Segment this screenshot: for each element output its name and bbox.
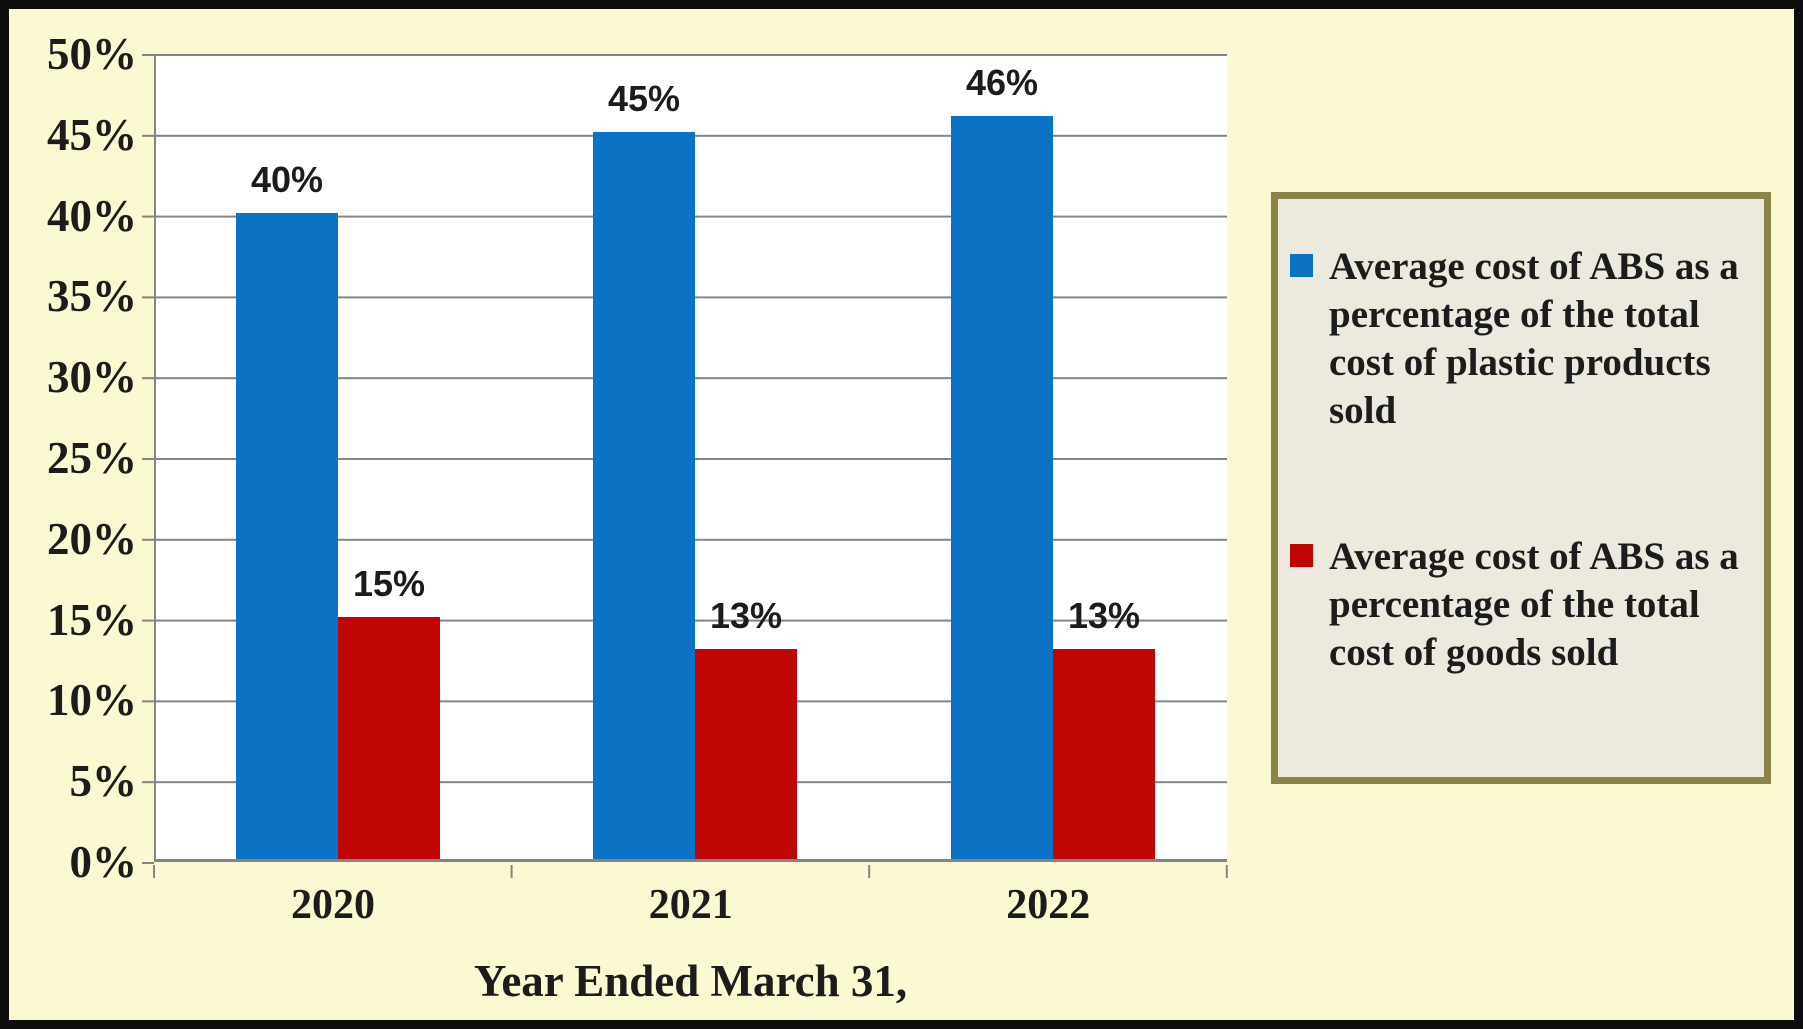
- y-tick-label: 15%: [47, 594, 137, 645]
- bar-goods-2021: 13%: [695, 595, 797, 859]
- y-tick-label: 40%: [47, 190, 137, 241]
- legend-entry-label: Average cost of ABS as a percentage of t…: [1329, 245, 1739, 432]
- bar-value-label: 46%: [965, 62, 1039, 103]
- y-axis-ticks: [142, 54, 154, 866]
- bar-goods-2022: 13%: [1053, 595, 1155, 859]
- y-tick-label: 25%: [47, 433, 137, 483]
- legend-entry-plastic-products: Average cost of ABS as a percentage of t…: [1290, 243, 1754, 435]
- x-tick-label-2022: 2022: [1006, 882, 1091, 928]
- x-tick-label-2021: 2021: [648, 882, 733, 928]
- bar-plastic-2020: 40%: [236, 159, 338, 859]
- y-tick-label: 30%: [47, 352, 137, 403]
- bar-goods-2020: 15%: [338, 563, 440, 859]
- x-axis-ticks: [153, 865, 1230, 878]
- bar-value-label: 40%: [250, 159, 324, 200]
- legend-marker-blue-square-icon: [1290, 254, 1313, 277]
- legend-entry-label: Average cost of ABS as a percentage of t…: [1329, 535, 1739, 674]
- y-tick-label: 0%: [69, 837, 138, 887]
- legend-marker-red-square-icon: [1290, 544, 1313, 567]
- legend-box: Average cost of ABS as a percentage of t…: [1271, 192, 1771, 784]
- y-tick-label: 20%: [47, 513, 137, 564]
- legend-entry-goods-sold: Average cost of ABS as a percentage of t…: [1290, 533, 1754, 677]
- y-tick-label: 10%: [47, 675, 137, 726]
- x-tick-label-2020: 2020: [291, 882, 375, 928]
- bar-plastic-2022: 46%: [951, 62, 1053, 859]
- plot-area: 40% 15% 45% 13% 46% 13%: [154, 54, 1227, 862]
- y-tick-label: 35%: [47, 271, 137, 322]
- bar-value-label: 13%: [1067, 595, 1141, 636]
- bar-plastic-2021: 45%: [593, 78, 695, 859]
- bar-value-label: 45%: [607, 78, 681, 119]
- y-tick-label: 5%: [69, 756, 138, 807]
- y-tick-label: 45%: [47, 109, 137, 160]
- bar-value-label: 13%: [709, 595, 783, 636]
- x-axis-title: Year Ended March 31,: [473, 956, 908, 1006]
- bar-value-label: 15%: [352, 563, 426, 604]
- y-tick-label: 50%: [47, 29, 137, 79]
